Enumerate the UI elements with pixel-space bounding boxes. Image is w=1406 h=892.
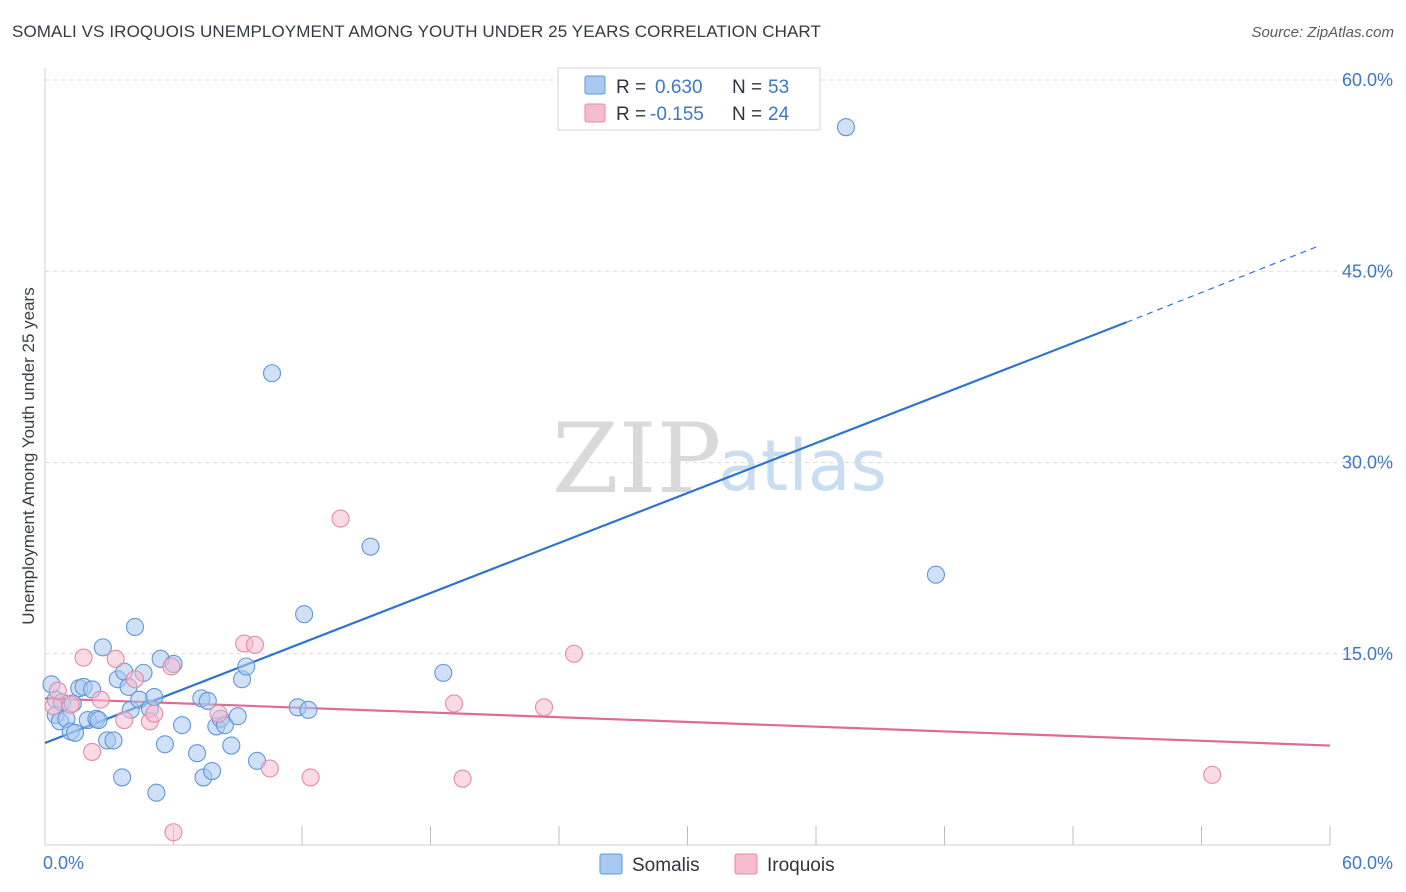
somalis-trend-extension <box>1126 245 1320 323</box>
watermark-atlas: atlas <box>718 425 887 507</box>
series-legend: Somalis Iroquois <box>599 853 835 876</box>
iroquois-point <box>164 823 183 842</box>
somalis-n-value: 53 <box>768 77 789 98</box>
somalis-point <box>145 688 164 707</box>
iroquois-point <box>125 670 144 689</box>
watermark-zip: ZIP <box>552 403 721 515</box>
somalis-series-label: Somalis <box>632 855 700 876</box>
trend-lines <box>44 245 1331 747</box>
y-tick-label: 30.0% <box>1342 453 1393 473</box>
y-tick-label: 45.0% <box>1342 261 1393 281</box>
y-tick-label: 60.0% <box>1342 70 1393 90</box>
somalis-trend-line <box>44 321 1127 745</box>
iroquois-point <box>106 649 125 668</box>
somalis-point <box>262 364 282 383</box>
somalis-point <box>434 663 453 682</box>
somalis-r-label: R = <box>616 77 646 98</box>
iroquois-point <box>115 710 134 730</box>
stats-legend: R = 0.630 N = 53 R = -0.155 N = 24 <box>557 67 821 131</box>
somalis-series-swatch <box>599 853 623 875</box>
somalis-point <box>89 710 108 730</box>
iroquois-point <box>564 644 584 663</box>
axes <box>44 68 1331 846</box>
somalis-point <box>113 768 132 787</box>
iroquois-point <box>162 657 181 676</box>
iroquois-point <box>209 704 228 723</box>
iroquois-point <box>301 768 320 787</box>
somalis-point <box>104 731 123 750</box>
iroquois-r-label: R = <box>616 104 646 125</box>
grid-lines <box>45 79 1392 655</box>
somalis-r-value: 0.630 <box>655 77 703 98</box>
somalis-point <box>65 723 85 742</box>
somalis-point <box>188 744 207 763</box>
iroquois-point <box>453 769 472 788</box>
somalis-point <box>198 691 217 710</box>
somalis-point <box>926 565 945 584</box>
somalis-legend-swatch <box>584 75 606 95</box>
source-label: Source: ZipAtlas.com <box>1251 24 1394 41</box>
x-tick-label-start: 0.0% <box>43 853 84 873</box>
somalis-point <box>125 617 144 637</box>
iroquois-point <box>61 695 80 714</box>
iroquois-point <box>245 635 264 654</box>
iroquois-r-value: -0.155 <box>650 104 704 125</box>
iroquois-point <box>1203 765 1222 784</box>
iroquois-n-value: 24 <box>768 104 790 125</box>
iroquois-series-swatch <box>734 853 758 875</box>
somalis-point <box>147 783 166 802</box>
iroquois-point <box>260 759 279 778</box>
iroquois-point <box>91 690 110 709</box>
iroquois-legend-swatch <box>584 103 606 123</box>
somalis-n-label: N = <box>732 77 762 98</box>
somalis-point <box>299 700 318 719</box>
iroquois-point <box>445 694 464 713</box>
x-tick-label-end: 60.0% <box>1342 853 1393 873</box>
y-axis-label: Unemployment Among Youth under 25 years <box>19 287 38 624</box>
somalis-point <box>155 735 174 754</box>
somalis-point <box>222 736 241 755</box>
somalis-point <box>295 605 314 624</box>
somalis-point <box>173 716 192 735</box>
iroquois-point <box>44 696 63 716</box>
tick-labels: 15.0% 30.0% 45.0% 60.0% 0.0% 60.0% <box>43 70 1393 873</box>
somalis-point <box>203 761 222 781</box>
somalis-point <box>93 638 112 657</box>
somalis-point <box>228 707 247 726</box>
iroquois-point <box>331 509 350 528</box>
iroquois-point <box>83 742 102 761</box>
iroquois-n-label: N = <box>732 104 762 125</box>
somalis-point <box>836 118 856 137</box>
somalis-point <box>237 657 256 676</box>
iroquois-point <box>534 698 554 717</box>
watermark: ZIP atlas <box>552 403 887 515</box>
chart-title: SOMALI VS IROQUOIS UNEMPLOYMENT AMONG YO… <box>12 22 821 41</box>
iroquois-point <box>145 704 164 723</box>
data-points <box>42 118 1222 842</box>
iroquois-point <box>48 681 67 700</box>
iroquois-point <box>74 648 93 667</box>
iroquois-series-label: Iroquois <box>767 855 835 876</box>
somalis-point <box>361 537 380 556</box>
iroquois-trend-line <box>44 697 1331 747</box>
y-tick-label: 15.0% <box>1342 644 1393 664</box>
